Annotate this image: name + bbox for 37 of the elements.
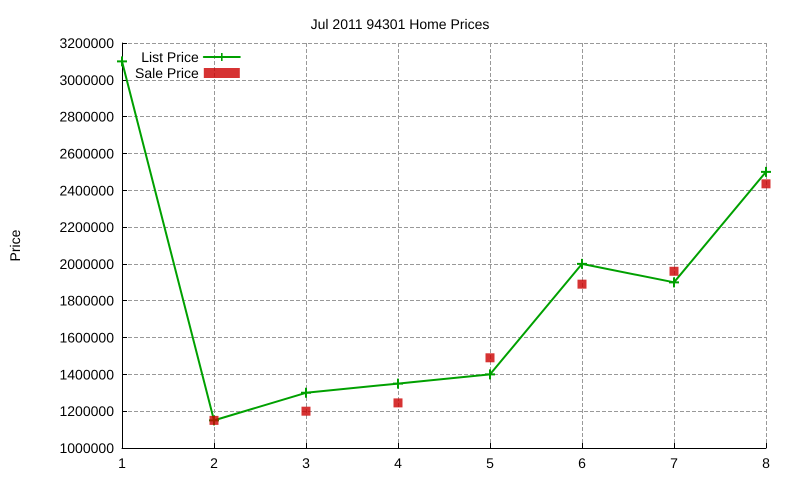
- x-tick-label: 5: [486, 455, 494, 471]
- point: [670, 266, 678, 276]
- point: [393, 378, 403, 389]
- y-tick-label: 3200000: [59, 35, 114, 51]
- x-tick-label: 1: [118, 455, 126, 471]
- y-tick-label: 1000000: [59, 440, 114, 456]
- y-tick-label: 1400000: [59, 366, 114, 382]
- point: [578, 280, 586, 289]
- point: [762, 179, 770, 188]
- legend-label: Sale Price: [134, 65, 200, 81]
- x-tick-label: 3: [302, 455, 310, 471]
- y-tick-label: 2200000: [59, 219, 114, 236]
- x-tick-label: 4: [394, 455, 402, 471]
- point: [761, 166, 771, 177]
- y-tick-label: 1200000: [59, 403, 114, 420]
- point: [117, 56, 127, 66]
- y-tick-label: 1800000: [59, 292, 114, 309]
- y-tick-label: 2800000: [59, 108, 114, 125]
- y-tick-label: 2000000: [59, 256, 114, 272]
- x-tick-label: 8: [762, 455, 770, 471]
- y-axis-title: Price: [7, 229, 23, 262]
- point: [577, 258, 587, 269]
- point: [669, 277, 679, 288]
- x-tick-label: 7: [670, 455, 678, 471]
- y-tick-label: 2400000: [59, 182, 114, 198]
- point: [302, 406, 310, 416]
- point: [394, 398, 402, 408]
- chart-title: Jul 2011 94301 Home Prices: [310, 16, 490, 32]
- x-tick-label: 6: [578, 455, 586, 471]
- legend-label: List Price: [141, 49, 200, 65]
- point: [486, 353, 494, 362]
- y-tick-label: 2600000: [59, 145, 114, 162]
- y-tick-label: 3000000: [59, 72, 114, 88]
- point: [301, 388, 311, 398]
- y-tick-label: 1600000: [59, 330, 114, 346]
- x-tick-label: 2: [210, 455, 218, 471]
- point: [485, 369, 495, 380]
